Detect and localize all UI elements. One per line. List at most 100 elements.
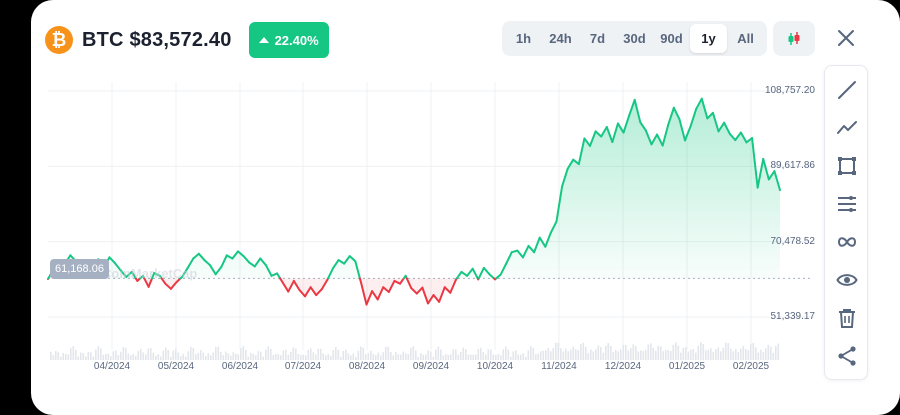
volume-bar <box>275 354 277 360</box>
price-line-segment <box>225 254 234 260</box>
volume-bar <box>500 355 502 360</box>
price-line-segment <box>488 273 495 280</box>
price-line-segment <box>415 286 424 295</box>
volume-bar <box>195 354 197 360</box>
volume-bar <box>290 351 292 360</box>
x-tick-label: 11/2024 <box>541 361 577 372</box>
volume-bar <box>187 351 190 360</box>
volume-bar <box>240 347 242 360</box>
price-line-segment <box>259 257 267 267</box>
volume-bar <box>667 350 670 360</box>
volume-bar <box>637 351 640 360</box>
price-line-segment <box>114 262 122 272</box>
price-line-segment <box>220 254 228 269</box>
volume-bar <box>440 349 442 360</box>
price-line-segment <box>622 114 631 134</box>
price-line-segment <box>421 286 429 305</box>
price-line-segment <box>477 266 485 280</box>
infinite-line-tool[interactable] <box>831 226 863 258</box>
volume-bar <box>280 355 282 360</box>
range-90d-button[interactable]: 90d <box>660 31 683 46</box>
volume-bar <box>337 349 340 360</box>
volume-bar <box>215 347 217 360</box>
volume-bar <box>190 346 192 360</box>
volume-bar <box>365 354 367 360</box>
volume-bar <box>470 354 472 360</box>
price-line-segment <box>304 286 312 298</box>
volume-bar <box>732 351 735 360</box>
rectangle-tool[interactable] <box>831 150 863 182</box>
price-line-segment <box>751 137 759 189</box>
volume-bar <box>750 344 752 360</box>
range-1y-button[interactable]: 1y <box>690 24 727 53</box>
volume-bar <box>252 353 255 360</box>
volume-bar <box>352 353 355 360</box>
price-line-segment <box>438 286 446 303</box>
volume-bar <box>205 356 207 360</box>
volume-bar <box>305 355 307 360</box>
polyline-tool[interactable] <box>831 112 863 144</box>
volume-bar <box>92 356 95 360</box>
price-line-segment <box>382 286 390 293</box>
volume-bar <box>77 356 80 360</box>
trend-line-tool[interactable] <box>831 74 863 106</box>
price-line-segment <box>711 111 720 133</box>
volume-bar <box>487 349 490 360</box>
x-tick-label: 08/2024 <box>348 361 386 372</box>
volume-bar <box>747 350 750 360</box>
volume-bar <box>437 346 440 360</box>
volume-bar <box>250 352 252 360</box>
volume-bar <box>445 354 447 360</box>
range-7d-button[interactable]: 7d <box>589 31 606 46</box>
volume-bar <box>235 353 237 360</box>
volume-bar <box>182 353 185 360</box>
price-line-segment <box>371 290 379 301</box>
range-30d-button[interactable]: 30d <box>623 31 646 46</box>
volume-bar <box>585 346 587 360</box>
volume-bar <box>587 352 590 360</box>
volume-bar <box>332 350 335 360</box>
volume-bar <box>442 355 445 360</box>
visibility-toggle[interactable] <box>831 264 863 296</box>
range-1h-button[interactable]: 1h <box>515 31 532 46</box>
volume-bar <box>687 351 690 360</box>
y-tick-label: 51,339.17 <box>770 311 816 322</box>
volume-bar <box>662 351 665 360</box>
volume-bar <box>742 346 745 360</box>
range-all-button[interactable]: All <box>737 31 754 46</box>
price-line-segment <box>644 129 653 146</box>
volume-bar <box>765 348 767 360</box>
volume-bar <box>90 352 92 360</box>
volume-bar <box>537 353 540 360</box>
volume-bar <box>257 351 260 360</box>
volume-bar <box>410 347 412 360</box>
price-line-segment <box>393 279 402 285</box>
parallel-lines-tool[interactable] <box>831 188 863 220</box>
price-line-segment <box>387 279 396 293</box>
volume-bar <box>577 350 580 360</box>
volume-bar <box>117 355 120 360</box>
volume-bar <box>247 356 250 360</box>
price-line-segment <box>209 264 217 276</box>
delete-drawings-button[interactable] <box>831 302 863 334</box>
volume-bar <box>607 343 610 360</box>
close-button[interactable] <box>830 22 862 54</box>
price-line-segment <box>482 266 491 276</box>
volume-bar <box>517 354 520 360</box>
volume-bar <box>505 346 507 360</box>
price-line-segment <box>695 97 703 110</box>
share-button[interactable] <box>831 340 863 372</box>
price-line-segment <box>628 98 636 117</box>
price-line-segment <box>331 259 340 270</box>
price-line-segment <box>700 97 709 120</box>
price-line-segment <box>633 98 642 124</box>
volume-bar <box>720 351 722 360</box>
range-24h-button[interactable]: 24h <box>549 31 572 46</box>
volume-bar <box>695 352 697 360</box>
volume-bar <box>345 349 347 360</box>
price-change-badge: 22.40% <box>248 22 329 58</box>
candlestick-toggle-button[interactable] <box>773 21 815 56</box>
volume-bar <box>380 355 382 360</box>
volume-bar <box>435 349 437 360</box>
